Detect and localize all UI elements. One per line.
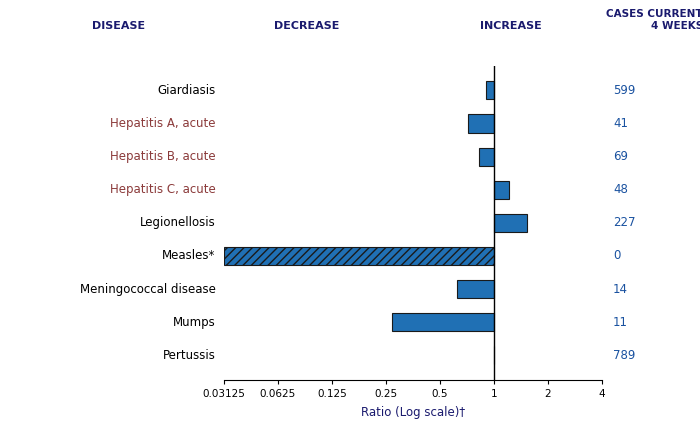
Text: Measles*: Measles* <box>162 250 216 263</box>
Text: CASES CURRENT
4 WEEKS: CASES CURRENT 4 WEEKS <box>606 9 700 31</box>
Text: 227: 227 <box>613 216 636 229</box>
Text: Hepatitis C, acute: Hepatitis C, acute <box>110 183 216 196</box>
Bar <box>494 214 526 232</box>
Text: Pertussis: Pertussis <box>163 349 216 362</box>
Bar <box>468 114 494 132</box>
Text: Hepatitis B, acute: Hepatitis B, acute <box>110 150 216 163</box>
Text: Meningococcal disease: Meningococcal disease <box>80 283 216 295</box>
Text: 41: 41 <box>613 117 628 130</box>
Bar <box>392 313 494 331</box>
Text: 11: 11 <box>613 316 628 329</box>
Text: Giardiasis: Giardiasis <box>158 84 216 97</box>
X-axis label: Ratio (Log scale)†: Ratio (Log scale)† <box>361 406 465 419</box>
Text: DISEASE: DISEASE <box>92 21 146 31</box>
Bar <box>457 280 494 298</box>
Text: 69: 69 <box>613 150 628 163</box>
Text: 0: 0 <box>613 250 620 263</box>
Bar <box>486 81 494 100</box>
Bar <box>494 180 510 199</box>
Text: Legionellosis: Legionellosis <box>140 216 216 229</box>
Text: Hepatitis A, acute: Hepatitis A, acute <box>110 117 216 130</box>
Bar <box>479 148 494 166</box>
Bar <box>224 247 494 265</box>
Text: 14: 14 <box>613 283 628 295</box>
Text: 48: 48 <box>613 183 628 196</box>
Text: 789: 789 <box>613 349 636 362</box>
Text: 599: 599 <box>613 84 636 97</box>
Text: Mumps: Mumps <box>173 316 216 329</box>
Text: DECREASE: DECREASE <box>274 21 340 31</box>
Text: INCREASE: INCREASE <box>480 21 542 31</box>
